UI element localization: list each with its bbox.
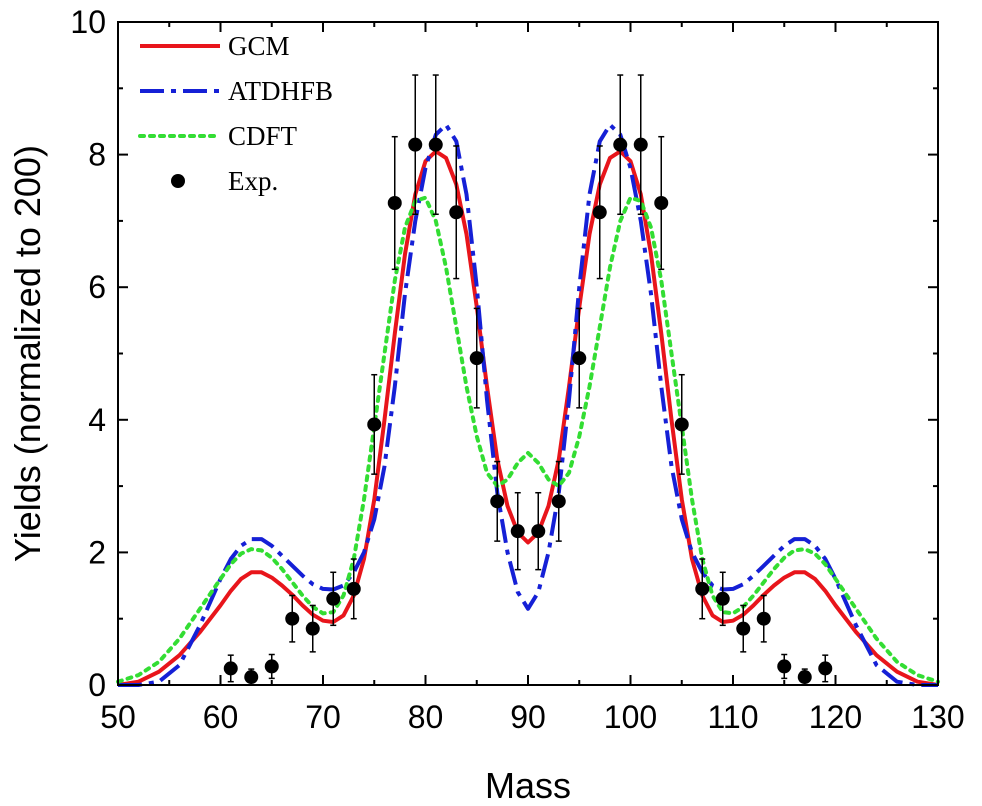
exp-marker [428, 137, 443, 152]
exp-marker [592, 205, 607, 220]
legend-label: ATDHFB [228, 76, 333, 106]
exp-point [428, 74, 443, 216]
exp-marker [633, 137, 648, 152]
x-tick-label: 100 [604, 699, 657, 735]
exp-point [469, 307, 484, 409]
x-tick-label: 70 [305, 699, 341, 735]
exp-point [633, 74, 648, 216]
exp-marker [613, 137, 628, 152]
y-tick-label: 4 [88, 402, 106, 438]
exp-marker [531, 524, 546, 539]
exp-point [715, 571, 730, 627]
x-tick-label: 50 [100, 699, 136, 735]
exp-point [777, 653, 792, 680]
exp-marker [572, 351, 587, 366]
exp-point [408, 74, 423, 216]
exp-point [510, 491, 525, 571]
legend-label: Exp. [228, 166, 278, 196]
exp-point [797, 668, 812, 686]
exp-marker [490, 494, 505, 509]
exp-marker [346, 581, 361, 596]
exp-point [490, 460, 505, 542]
exp-marker [449, 205, 464, 220]
ticks-layer: 50 60 70 80 90 100 110 120 130 0 2 4 6 8 10 [70, 4, 964, 735]
exp-marker [510, 524, 525, 539]
exp-marker [285, 611, 300, 626]
exp-point [531, 491, 546, 571]
exp-marker [695, 581, 710, 596]
exp-point [695, 558, 710, 620]
exp-point [674, 373, 689, 475]
exp-marker [367, 417, 382, 432]
y-tick-label: 6 [88, 269, 106, 305]
exp-marker [551, 494, 566, 509]
exp-point [285, 594, 300, 643]
exp-marker [756, 611, 771, 626]
x-tick-label: 130 [911, 699, 964, 735]
series-layer [116, 122, 940, 687]
exp-point [326, 571, 341, 627]
exp-marker [818, 661, 833, 676]
y-tick-label: 2 [88, 534, 106, 570]
series-line-cdft [116, 195, 940, 684]
exp-marker [715, 591, 730, 606]
exp-point [346, 558, 361, 620]
exp-point [367, 373, 382, 475]
experimental-points-layer [223, 74, 833, 686]
exp-marker [797, 670, 812, 685]
y-tick-label: 0 [88, 667, 106, 703]
exp-point [736, 604, 751, 653]
exp-point [264, 653, 279, 680]
exp-marker [654, 195, 669, 210]
exp-marker [736, 621, 751, 636]
y-axis-title: Yields (normalized to 200) [7, 145, 48, 562]
exp-marker [223, 661, 238, 676]
exp-point [818, 654, 833, 683]
series-line-gcm [117, 149, 939, 687]
exp-point [305, 604, 320, 653]
legend-swatch-exp [171, 174, 185, 188]
exp-point [654, 135, 669, 271]
x-axis-title: Mass [485, 765, 571, 806]
y-tick-label: 8 [88, 137, 106, 173]
series-line-atdhfb [118, 122, 938, 687]
exp-marker [326, 591, 341, 606]
exp-point [551, 460, 566, 542]
legend-label: GCM [228, 31, 290, 61]
exp-marker [469, 351, 484, 366]
exp-marker [264, 659, 279, 674]
exp-point [449, 145, 464, 280]
exp-marker [408, 137, 423, 152]
legend-label: CDFT [228, 121, 298, 151]
exp-marker [305, 621, 320, 636]
exp-point [223, 654, 238, 683]
x-tick-label: 90 [510, 699, 546, 735]
exp-point [572, 307, 587, 409]
exp-marker [244, 670, 259, 685]
exp-marker [387, 195, 402, 210]
exp-point [613, 74, 628, 216]
exp-marker [777, 659, 792, 674]
exp-point [756, 594, 771, 643]
exp-marker [674, 417, 689, 432]
legend: GCM ATDHFB CDFT Exp. [138, 31, 333, 196]
x-tick-label: 110 [707, 699, 758, 735]
exp-point [592, 145, 607, 280]
y-tick-label: 10 [70, 4, 106, 40]
exp-point [244, 668, 259, 686]
x-tick-label: 120 [809, 699, 862, 735]
exp-point [387, 135, 402, 271]
x-tick-label: 80 [408, 699, 444, 735]
x-tick-label: 60 [203, 699, 239, 735]
